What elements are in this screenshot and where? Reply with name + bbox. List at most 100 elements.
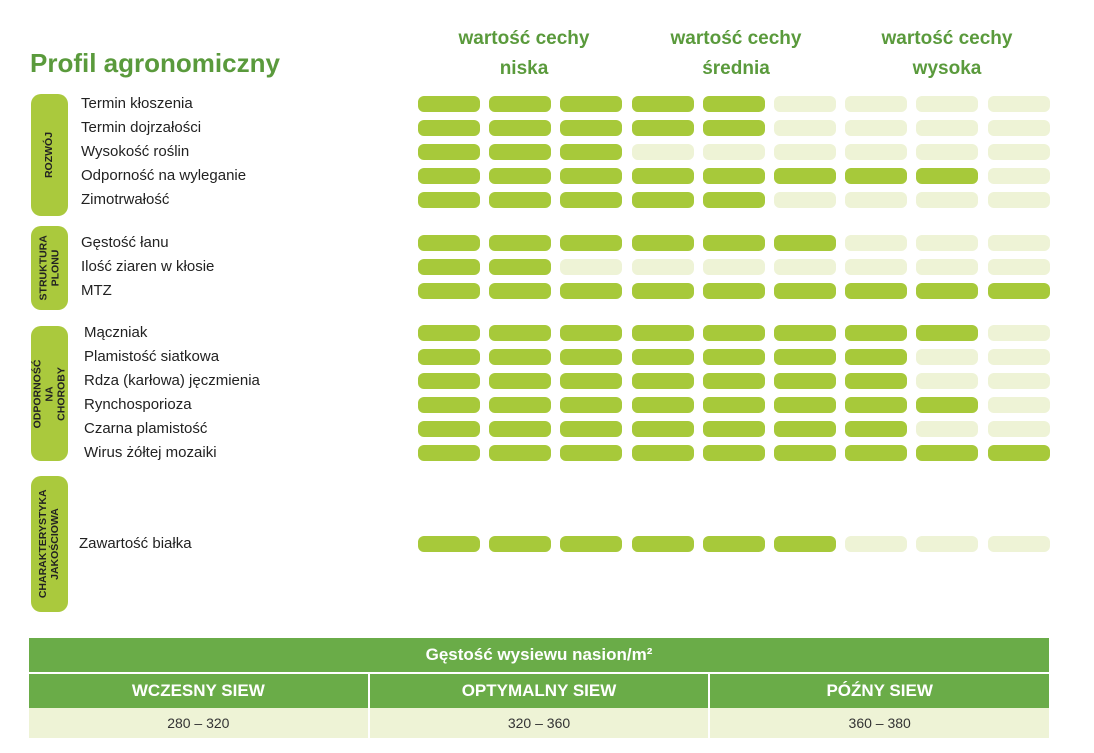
scale-bar-filled bbox=[418, 373, 480, 389]
scale-bar-filled bbox=[489, 325, 551, 341]
scale-bar-filled bbox=[632, 349, 694, 365]
scale-bar-filled bbox=[418, 397, 480, 413]
column-header-line2: wysoka bbox=[912, 58, 982, 79]
scale-bar-filled bbox=[489, 259, 551, 275]
scale-bar-filled bbox=[845, 421, 907, 437]
scale-bar-filled bbox=[560, 349, 622, 365]
scale-bar-filled bbox=[845, 325, 907, 341]
scale-bar-empty bbox=[916, 373, 978, 389]
scale-bar-filled bbox=[560, 283, 622, 299]
scale-bar-empty bbox=[988, 349, 1050, 365]
scale-bar-empty bbox=[774, 144, 836, 160]
scale-bar-empty bbox=[845, 536, 907, 552]
scale-bar-filled bbox=[703, 325, 765, 341]
scale-bar-filled bbox=[632, 373, 694, 389]
scale-bar-empty bbox=[916, 349, 978, 365]
scale-bar-empty bbox=[845, 144, 907, 160]
scale-bar-filled bbox=[703, 96, 765, 112]
scale-bar-filled bbox=[418, 325, 480, 341]
scale-bar-filled bbox=[418, 120, 480, 136]
scale-bar-filled bbox=[632, 445, 694, 461]
scale-bar-filled bbox=[489, 445, 551, 461]
scale-bar-filled bbox=[703, 192, 765, 208]
scale-bar-filled bbox=[489, 120, 551, 136]
scale-bar-filled bbox=[703, 283, 765, 299]
scale-bar-empty bbox=[560, 259, 622, 275]
scale-bar-filled bbox=[916, 283, 978, 299]
scale-bar-empty bbox=[988, 192, 1050, 208]
scale-bar-filled bbox=[489, 283, 551, 299]
scale-bar-filled bbox=[560, 168, 622, 184]
scale-bar-empty bbox=[632, 259, 694, 275]
trait-label: Odporność na wyleganie bbox=[81, 167, 247, 184]
trait-label: Czarna plamistość bbox=[84, 420, 208, 437]
scale-bar-empty bbox=[774, 120, 836, 136]
scale-bar-empty bbox=[916, 120, 978, 136]
scale-bar-empty bbox=[845, 259, 907, 275]
scale-bar-filled bbox=[418, 259, 480, 275]
scale-bar-filled bbox=[774, 283, 836, 299]
group-label: STRUKTURA PLONU bbox=[37, 235, 62, 301]
scale-bar-filled bbox=[703, 349, 765, 365]
scale-bar-filled bbox=[916, 397, 978, 413]
scale-bar-filled bbox=[774, 235, 836, 251]
sowing-header-optimal: OPTYMALNY SIEW bbox=[369, 674, 711, 708]
column-header-line2: średnia bbox=[702, 58, 770, 79]
scale-bar-empty bbox=[703, 144, 765, 160]
scale-bar-filled bbox=[845, 168, 907, 184]
trait-label: Zimotrwałość bbox=[81, 191, 170, 208]
scale-bar-filled bbox=[632, 421, 694, 437]
scale-bar-empty bbox=[988, 536, 1050, 552]
scale-bar-filled bbox=[560, 536, 622, 552]
scale-bar-filled bbox=[774, 397, 836, 413]
scale-bar-filled bbox=[418, 349, 480, 365]
scale-bar-empty bbox=[988, 96, 1050, 112]
scale-bar-filled bbox=[774, 373, 836, 389]
group-odpornosc-na-choroby: ODPORNOŚĆ NA CHOROBY bbox=[31, 326, 68, 461]
scale-bar-filled bbox=[845, 373, 907, 389]
scale-bar-filled bbox=[418, 192, 480, 208]
scale-bar-filled bbox=[560, 235, 622, 251]
scale-bar-filled bbox=[632, 536, 694, 552]
scale-bar-filled bbox=[916, 325, 978, 341]
scale-bar-empty bbox=[988, 325, 1050, 341]
scale-bar-filled bbox=[418, 168, 480, 184]
scale-bar-empty bbox=[916, 235, 978, 251]
trait-label: Mączniak bbox=[84, 324, 148, 341]
scale-bar-filled bbox=[774, 168, 836, 184]
scale-bar-filled bbox=[489, 349, 551, 365]
sowing-header-late: PÓŹNY SIEW bbox=[710, 674, 1050, 708]
scale-bar-filled bbox=[632, 283, 694, 299]
scale-bar-filled bbox=[632, 235, 694, 251]
scale-bar-empty bbox=[703, 259, 765, 275]
scale-bar-empty bbox=[916, 421, 978, 437]
scale-bar-filled bbox=[632, 168, 694, 184]
scale-bar-filled bbox=[845, 349, 907, 365]
scale-bar-filled bbox=[418, 283, 480, 299]
scale-bar-empty bbox=[845, 235, 907, 251]
scale-bar-filled bbox=[418, 235, 480, 251]
scale-bar-filled bbox=[489, 144, 551, 160]
scale-bar-empty bbox=[774, 192, 836, 208]
trait-label: Rdza (karłowa) jęczmienia bbox=[84, 372, 260, 389]
group-label: CHARAKTERYSTYKA JAKOŚCIOWA bbox=[37, 489, 62, 599]
scale-bar-empty bbox=[916, 536, 978, 552]
scale-bar-empty bbox=[916, 144, 978, 160]
scale-bar-filled bbox=[560, 397, 622, 413]
scale-bar-filled bbox=[489, 168, 551, 184]
column-header-1: wartość cechy średnia bbox=[646, 24, 826, 84]
scale-bar-empty bbox=[845, 120, 907, 136]
scale-bar-empty bbox=[774, 96, 836, 112]
trait-label: Rynchosporioza bbox=[84, 396, 192, 413]
column-header-line1: wartość cechy bbox=[670, 28, 802, 49]
scale-bar-filled bbox=[703, 397, 765, 413]
scale-bar-filled bbox=[845, 283, 907, 299]
scale-bar-empty bbox=[632, 144, 694, 160]
group-label: ODPORNOŚĆ NA CHOROBY bbox=[31, 359, 68, 428]
scale-bar-filled bbox=[418, 445, 480, 461]
scale-bar-filled bbox=[418, 536, 480, 552]
scale-bar-filled bbox=[560, 192, 622, 208]
scale-bar-filled bbox=[774, 349, 836, 365]
trait-label: Gęstość łanu bbox=[81, 234, 169, 251]
scale-bar-empty bbox=[988, 373, 1050, 389]
